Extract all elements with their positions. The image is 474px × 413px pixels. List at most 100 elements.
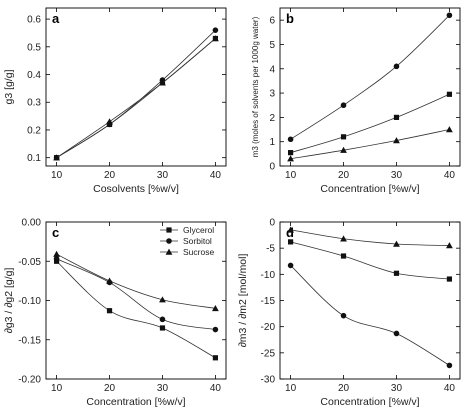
x-axis-title-d: Concentration [%w/v] bbox=[320, 396, 419, 408]
y-axis-title-a: g3 [g/g] bbox=[3, 69, 15, 104]
panel-c: 10 20 30 40 0.00 -0.05 -0.10 -0.15 -0.20 c Concent… bbox=[3, 218, 227, 408]
plot-frame-b bbox=[279, 7, 461, 167]
data-point-c-2 bbox=[212, 304, 219, 312]
legend-marker-0 bbox=[166, 227, 172, 233]
series-line-a-2 bbox=[56, 38, 216, 159]
y-tick-label-b: 0 bbox=[269, 162, 275, 173]
data-point-d-1 bbox=[287, 239, 294, 245]
legend-marker-1 bbox=[166, 238, 172, 244]
series-line-c-2 bbox=[56, 253, 216, 309]
x-tick-label-b: 30 bbox=[391, 170, 403, 181]
y-tick-label-d: -25 bbox=[261, 348, 276, 359]
y-tick-label-a: 0.3 bbox=[27, 98, 41, 109]
series-line-b-2 bbox=[290, 129, 450, 160]
x-axis-title-b: Concentration [%w/v] bbox=[320, 183, 419, 195]
y-tick-label-c: 0.00 bbox=[22, 218, 42, 229]
data-point-a-2 bbox=[53, 154, 60, 161]
x-tick-label-a: 30 bbox=[157, 170, 169, 181]
y-tick-label-c: -0.20 bbox=[18, 375, 41, 386]
data-point-a-1 bbox=[212, 27, 219, 33]
y-tick-label-b: 3 bbox=[269, 89, 275, 100]
x-tick-label-a: 10 bbox=[51, 170, 63, 181]
data-point-b-2 bbox=[340, 146, 347, 153]
data-point-d-2 bbox=[287, 262, 294, 269]
y-tick-label-a: 0.6 bbox=[27, 15, 41, 26]
series-line-d-2 bbox=[290, 265, 450, 366]
y-tick-label-c: -0.05 bbox=[18, 257, 41, 268]
x-tick-label-d: 10 bbox=[285, 383, 297, 394]
x-tick-label-a: 40 bbox=[210, 170, 222, 181]
data-point-c-0 bbox=[159, 325, 166, 331]
y-tick-label-b: 4 bbox=[269, 64, 275, 75]
legend-marker-2 bbox=[165, 248, 173, 255]
y-tick-label-c: -0.10 bbox=[18, 296, 41, 307]
panel-d: 102030400-5-10-15-20-25-30dConcentration… bbox=[237, 218, 461, 408]
legend-label-1: Sorbitol bbox=[183, 236, 212, 246]
data-point-d-1 bbox=[393, 270, 400, 276]
data-point-b-0 bbox=[446, 12, 453, 19]
y-axis-title-c: ∂g3 / ∂g2 [g/g] bbox=[3, 268, 15, 334]
data-point-c-1 bbox=[212, 326, 219, 333]
y-axis-title-b: m3 (moles of solvents per 1000g water) bbox=[251, 16, 260, 157]
panel-b: 10 20 30 40 0 1 2 3 4 5 6 b Concentration [%w/v] m3 (… bbox=[251, 7, 461, 195]
data-point-c-1 bbox=[159, 316, 166, 323]
x-axis-title-c: Concentration [%w/v] bbox=[86, 396, 185, 408]
y-tick-label-d: -30 bbox=[261, 375, 276, 386]
data-point-a-2 bbox=[212, 35, 219, 42]
panel-letter-a: a bbox=[52, 11, 60, 26]
series-line-a-1 bbox=[56, 29, 216, 159]
y-tick-label-a: 0.1 bbox=[27, 153, 41, 164]
data-point-d-0 bbox=[446, 242, 453, 249]
data-point-b-0 bbox=[393, 63, 400, 70]
y-tick-label-d: -10 bbox=[261, 270, 276, 281]
data-point-d-2 bbox=[340, 312, 347, 319]
x-tick-label-d: 30 bbox=[391, 383, 403, 394]
data-point-b-0 bbox=[287, 136, 294, 143]
y-tick-label-d: -15 bbox=[261, 296, 276, 307]
y-tick-label-d: -20 bbox=[261, 322, 276, 333]
y-tick-label-a: 0.5 bbox=[27, 42, 41, 53]
series-line-d-0 bbox=[290, 229, 450, 246]
plot-frame-a bbox=[45, 7, 227, 167]
x-tick-label-b: 20 bbox=[338, 170, 350, 181]
y-tick-label-a: 0.2 bbox=[27, 125, 41, 136]
data-point-c-0 bbox=[106, 308, 113, 314]
data-point-c-0 bbox=[212, 355, 219, 361]
series-line-a-0 bbox=[56, 38, 216, 159]
data-point-d-1 bbox=[340, 253, 347, 259]
data-point-d-0 bbox=[340, 235, 347, 242]
data-point-c-2 bbox=[53, 250, 60, 257]
data-point-c-1 bbox=[53, 256, 60, 262]
data-point-b-2 bbox=[446, 126, 453, 133]
x-tick-label-c: 40 bbox=[210, 383, 222, 394]
x-axis-title-a: Cosolvents [%w/v] bbox=[93, 183, 179, 195]
data-point-a-2 bbox=[106, 118, 113, 125]
x-tick-label-a: 20 bbox=[104, 170, 116, 181]
legend-label-0: Glycerol bbox=[183, 225, 214, 235]
data-point-b-0 bbox=[340, 102, 347, 109]
data-point-d-0 bbox=[393, 240, 400, 247]
y-tick-label-b: 1 bbox=[269, 137, 275, 148]
data-point-b-1 bbox=[340, 134, 347, 140]
x-tick-label-c: 20 bbox=[104, 383, 116, 394]
y-tick-label-b: 6 bbox=[269, 16, 275, 27]
panel-a: 10 20 30 40 0.1 0.2 0.3 0.4 0.5 0.6 a Cosolvents [%… bbox=[3, 7, 227, 195]
data-point-b-1 bbox=[393, 114, 400, 120]
x-tick-label-c: 10 bbox=[51, 383, 63, 394]
series-line-b-1 bbox=[290, 93, 450, 154]
x-tick-label-d: 20 bbox=[338, 383, 350, 394]
data-point-c-2 bbox=[159, 296, 166, 303]
data-point-b-2 bbox=[287, 155, 294, 162]
panel-letter-b: b bbox=[286, 11, 294, 26]
x-tick-label-b: 40 bbox=[444, 170, 456, 181]
data-point-d-2 bbox=[446, 362, 453, 369]
x-tick-label-c: 30 bbox=[157, 383, 169, 394]
y-tick-label-d: 0 bbox=[269, 218, 275, 229]
y-axis-title-d: ∂m3 / ∂m2 [mol/mol] bbox=[237, 254, 249, 348]
y-tick-label-b: 5 bbox=[269, 40, 275, 51]
y-tick-label-d: -5 bbox=[266, 244, 275, 255]
data-point-b-2 bbox=[393, 137, 400, 144]
data-point-d-1 bbox=[446, 276, 453, 282]
y-tick-label-b: 2 bbox=[269, 113, 275, 124]
